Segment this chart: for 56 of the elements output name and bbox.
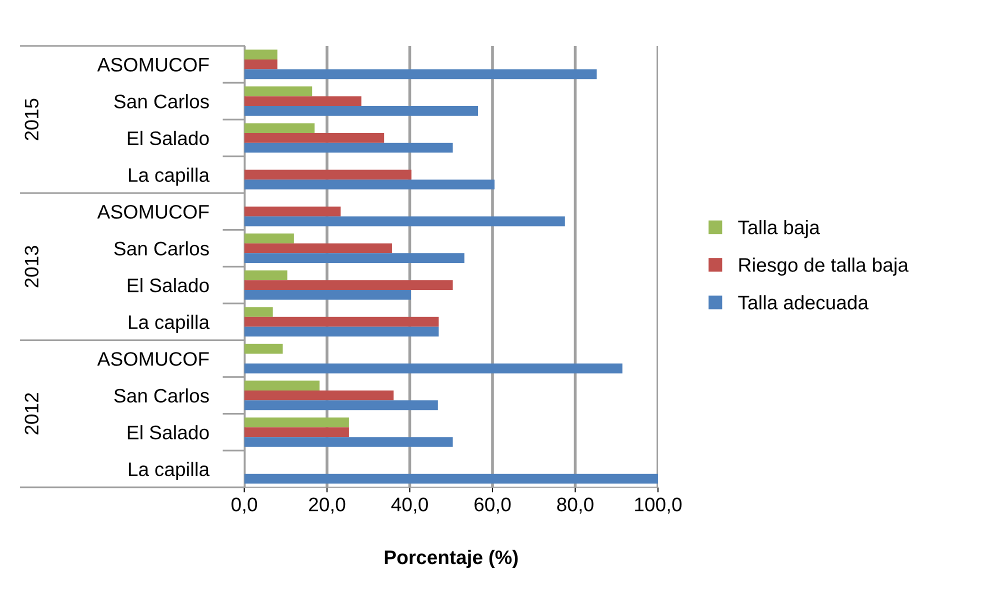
legend-label: Riesgo de talla baja bbox=[739, 258, 909, 276]
bar bbox=[244, 142, 453, 153]
y-tick-label: El Salado bbox=[128, 278, 209, 292]
x-axis-title: Porcentaje (%) bbox=[384, 550, 518, 568]
bar bbox=[244, 390, 394, 400]
y-tick-label: ASOMUCOF bbox=[97, 204, 209, 219]
bar bbox=[244, 206, 341, 216]
bar bbox=[244, 417, 349, 428]
bar bbox=[244, 316, 439, 327]
y-tick-label: La capilla bbox=[129, 314, 210, 333]
bar bbox=[244, 427, 349, 438]
text: 2012 bbox=[24, 393, 39, 434]
y-tick-label: La capilla bbox=[129, 168, 210, 186]
bar bbox=[244, 216, 565, 226]
x-tick-label: 60,0 bbox=[474, 498, 511, 514]
bar bbox=[244, 280, 453, 290]
bar bbox=[244, 69, 597, 80]
bar bbox=[244, 123, 315, 134]
y-tick-label: ASOMUCOF bbox=[97, 352, 209, 366]
y-tick-label: San Carlos bbox=[114, 94, 209, 108]
bar bbox=[244, 307, 273, 317]
x-tick-label: 40,0 bbox=[391, 498, 428, 514]
y-tick-label: ASOMUCOF bbox=[97, 58, 209, 72]
bar bbox=[244, 326, 439, 337]
x-tick-label: 100,0 bbox=[635, 498, 682, 514]
x-tick-label: 80,0 bbox=[557, 498, 594, 514]
bar bbox=[244, 234, 294, 244]
legend-label: Talla adecuada bbox=[738, 295, 869, 310]
bar bbox=[244, 243, 392, 254]
bar bbox=[244, 290, 411, 300]
bar bbox=[244, 270, 288, 280]
bar bbox=[244, 400, 438, 410]
y-tick-label: El Salado bbox=[128, 130, 209, 146]
text: 2015 bbox=[24, 98, 39, 140]
y-tick-label: San Carlos bbox=[114, 241, 209, 256]
bar bbox=[244, 180, 495, 190]
bar bbox=[244, 437, 453, 447]
bar bbox=[244, 96, 362, 106]
bar bbox=[244, 133, 384, 143]
bar bbox=[244, 86, 312, 96]
y-tick-label: San Carlos bbox=[114, 388, 209, 403]
bar bbox=[244, 344, 283, 354]
y-tick-label: El Salado bbox=[128, 425, 209, 440]
bar bbox=[244, 106, 478, 116]
x-tick-label: 20,0 bbox=[309, 498, 346, 514]
legend-label: Talla baja bbox=[738, 220, 820, 238]
bar bbox=[244, 59, 278, 70]
bar bbox=[244, 474, 658, 484]
bar bbox=[244, 170, 412, 180]
text: 2013 bbox=[24, 246, 39, 288]
x-tick-label: 0,0 bbox=[232, 498, 258, 514]
bar bbox=[244, 364, 622, 374]
y-tick-label: La capilla bbox=[129, 462, 210, 480]
bar bbox=[244, 253, 464, 263]
bar bbox=[244, 380, 320, 390]
bar bbox=[244, 50, 278, 60]
